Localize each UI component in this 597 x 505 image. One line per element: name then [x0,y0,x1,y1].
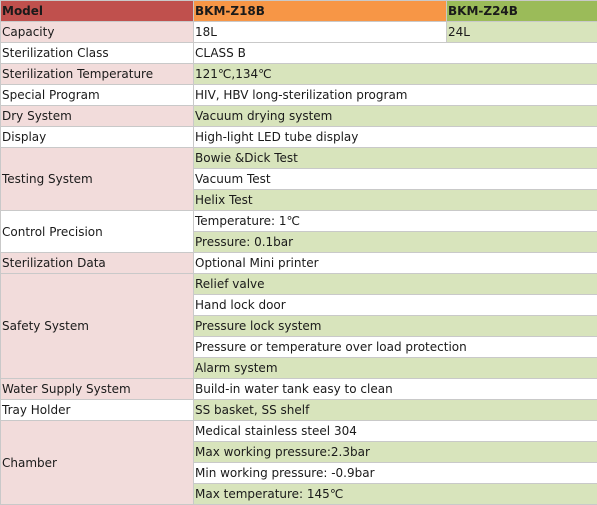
label-testing-system: Testing System [1,148,194,211]
label-dry-system: Dry System [1,106,194,127]
row-water-supply: Water Supply System Build-in water tank … [1,379,597,400]
value-safety-overload: Pressure or temperature over load protec… [194,337,597,358]
value-testing-vacuum: Vacuum Test [194,169,597,190]
value-safety-relief-valve: Relief valve [194,274,597,295]
value-sterilization-class: CLASS B [194,43,597,64]
row-dry-system: Dry System Vacuum drying system [1,106,597,127]
value-sterilization-temperature: 121℃,134℃ [194,64,597,85]
label-tray-holder: Tray Holder [1,400,194,421]
label-water-supply: Water Supply System [1,379,194,400]
header-bkm-z18b: BKM-Z18B [194,1,447,22]
label-control-precision: Control Precision [1,211,194,253]
label-display: Display [1,127,194,148]
row-tray-holder: Tray Holder SS basket, SS shelf [1,400,597,421]
value-testing-bowie-dick: Bowie &Dick Test [194,148,597,169]
label-capacity: Capacity [1,22,194,43]
value-dry-system: Vacuum drying system [194,106,597,127]
value-chamber-min-pressure: Min working pressure: -0.9bar [194,463,597,484]
row-display: Display High-light LED tube display [1,127,597,148]
value-special-program: HIV, HBV long-sterilization program [194,85,597,106]
value-testing-helix: Helix Test [194,190,597,211]
label-sterilization-class: Sterilization Class [1,43,194,64]
row-sterilization-temperature: Sterilization Temperature 121℃,134℃ [1,64,597,85]
value-capacity-z18: 18L [194,22,447,43]
value-sterilization-data: Optional Mini printer [194,253,597,274]
row-special-program: Special Program HIV, HBV long-sterilizat… [1,85,597,106]
row-chamber: Chamber Medical stainless steel 304 [1,421,597,442]
label-sterilization-temperature: Sterilization Temperature [1,64,194,85]
header-model: Model [1,1,194,22]
value-display: High-light LED tube display [194,127,597,148]
value-safety-pressure-lock: Pressure lock system [194,316,597,337]
label-chamber: Chamber [1,421,194,505]
value-safety-hand-lock: Hand lock door [194,295,597,316]
value-chamber-max-pressure: Max working pressure:2.3bar [194,442,597,463]
label-safety-system: Safety System [1,274,194,379]
label-special-program: Special Program [1,85,194,106]
value-safety-alarm: Alarm system [194,358,597,379]
value-capacity-z24: 24L [447,22,597,43]
row-capacity: Capacity 18L 24L [1,22,597,43]
row-control-precision: Control Precision Temperature: 1℃ [1,211,597,232]
row-sterilization-class: Sterilization Class CLASS B [1,43,597,64]
value-chamber-max-temperature: Max temperature: 145℃ [194,484,597,505]
header-row: Model BKM-Z18B BKM-Z24B [1,1,597,22]
row-safety-system: Safety System Relief valve [1,274,597,295]
value-water-supply: Build-in water tank easy to clean [194,379,597,400]
row-testing-system: Testing System Bowie &Dick Test [1,148,597,169]
value-control-pressure: Pressure: 0.1bar [194,232,597,253]
row-sterilization-data: Sterilization Data Optional Mini printer [1,253,597,274]
value-control-temperature: Temperature: 1℃ [194,211,597,232]
header-bkm-z24b: BKM-Z24B [447,1,597,22]
value-chamber-material: Medical stainless steel 304 [194,421,597,442]
value-tray-holder: SS basket, SS shelf [194,400,597,421]
label-sterilization-data: Sterilization Data [1,253,194,274]
